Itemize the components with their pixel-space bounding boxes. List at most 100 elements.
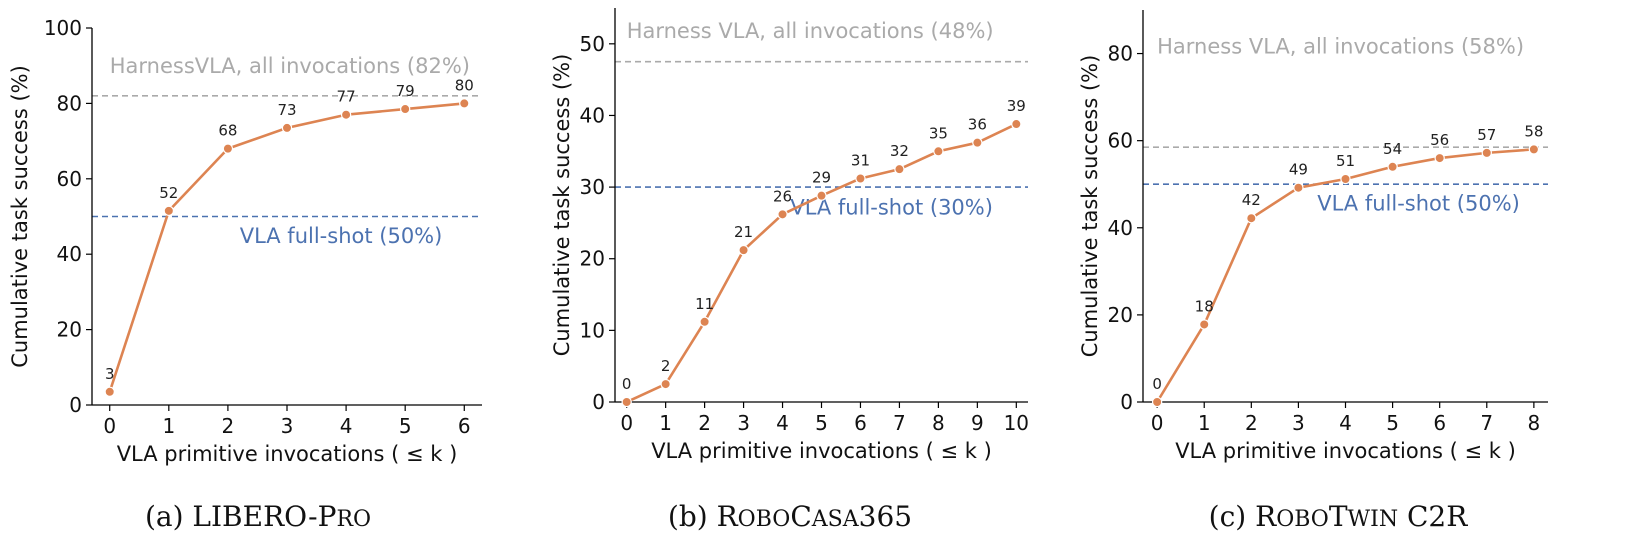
data-point [933,146,944,157]
data-label: 11 [695,295,714,313]
data-label: 31 [851,151,870,169]
data-point [621,396,632,408]
y-tick-label: 0 [592,390,605,414]
data-point [1199,319,1210,330]
x-tick-label: 0 [1151,411,1164,435]
data-point [1151,396,1163,408]
x-tick-label: 1 [659,411,672,435]
caption-part: OBO [738,507,791,532]
x-tick-label: 8 [932,411,945,435]
data-point [855,173,866,184]
y-tick-label: 60 [57,167,82,191]
data-point [1387,161,1398,172]
data-point [222,143,234,154]
caption-part: WIN [1348,507,1399,532]
data-label: 52 [159,184,178,202]
chart-panel-0: HarnessVLA, all invocations (82%) VLA ful… [8,16,482,533]
x-tick-label: 8 [1528,411,1541,435]
subfigure-caption: (a) LIBERO-PRO [145,500,371,533]
reference-line-label: VLA full-shot (50%) [240,224,443,248]
x-tick-label: 2 [698,411,711,435]
caption-part: C [790,500,811,533]
y-tick-label: 20 [1108,303,1133,327]
data-label: 54 [1383,140,1402,158]
x-tick-label: 6 [1433,411,1446,435]
y-axis-title: Cumulative task success (%) [550,54,574,357]
caption-part: (b) R [668,500,739,533]
data-label: 21 [734,223,753,241]
y-tick-label: 20 [580,247,605,271]
data-label: 77 [337,88,356,106]
data-label: 35 [929,124,948,142]
data-label: 39 [1007,97,1026,115]
x-tick-label: 5 [1386,411,1399,435]
data-label: 36 [968,116,987,134]
x-tick-label: 0 [620,411,633,435]
x-tick-label: 4 [1339,411,1352,435]
y-tick-label: 40 [580,103,605,127]
data-label: 58 [1524,122,1543,140]
data-point [699,316,710,327]
data-point [1293,182,1304,193]
data-label: 0 [622,375,632,393]
data-point [459,98,470,109]
data-label: 32 [890,142,909,160]
x-tick-label: 3 [281,414,294,438]
data-point [816,190,827,201]
data-point [399,103,411,115]
data-label: 0 [1152,375,1162,393]
y-tick-label: 0 [69,393,82,417]
data-label: 26 [773,187,792,205]
data-point [104,386,115,398]
data-point [1246,212,1257,224]
y-tick-label: 30 [580,175,605,199]
x-tick-label: 1 [162,414,175,438]
data-label: 79 [396,82,415,100]
x-tick-label: 10 [1004,411,1029,435]
data-label: 3 [105,365,115,383]
y-tick-label: 0 [1120,390,1133,414]
y-axis-title: Cumulative task success (%) [8,65,32,368]
data-point [1434,152,1445,164]
reference-line-label: HarnessVLA, all invocations (82%) [110,54,470,78]
series-line [626,122,1017,404]
y-axis-title: Cumulative task success (%) [1078,55,1102,358]
data-point [340,109,352,120]
y-tick-label: 80 [57,91,82,115]
x-tick-label: 9 [971,411,984,435]
caption-part: RO [336,507,371,532]
subfigure-caption: (c) ROBOTWIN C2R [1209,500,1469,533]
data-point [777,209,788,220]
data-label: 51 [1336,152,1355,170]
y-tick-label: 100 [44,16,82,40]
data-point [1481,147,1492,159]
y-tick-label: 40 [1108,216,1133,240]
chart-panel-1: Harness VLA, all invocations (48%)VLA fu… [550,8,1029,533]
y-tick-label: 60 [1108,129,1133,153]
x-tick-label: 1 [1198,411,1211,435]
series-line [1156,148,1534,403]
data-label: 18 [1195,297,1214,315]
x-tick-label: 4 [776,411,789,435]
data-point [1528,144,1540,155]
caption-part: C2R [1398,500,1468,533]
chart-panel-2: Harness VLA, all invocations (58%) VLA fu… [1078,10,1548,533]
y-tick-label: 20 [57,318,82,342]
data-point [894,163,905,175]
x-tick-label: 0 [103,414,116,438]
caption-part: (a) LIBERO-P [145,500,336,533]
x-tick-label: 2 [1245,411,1258,435]
data-point [163,205,175,217]
data-point [972,137,983,148]
data-label: 2 [661,357,671,375]
caption-part: 365 [859,500,912,533]
caption-part: T [1329,500,1348,533]
reference-line-label: Harness VLA, all invocations (58%) [1157,35,1524,59]
caption-part: (c) R [1209,500,1277,533]
data-point [1011,118,1022,130]
data-label: 42 [1242,191,1261,209]
y-tick-label: 50 [580,32,605,56]
reference-line-label: VLA full-shot (50%) [1317,191,1520,215]
data-label: 29 [812,169,831,187]
